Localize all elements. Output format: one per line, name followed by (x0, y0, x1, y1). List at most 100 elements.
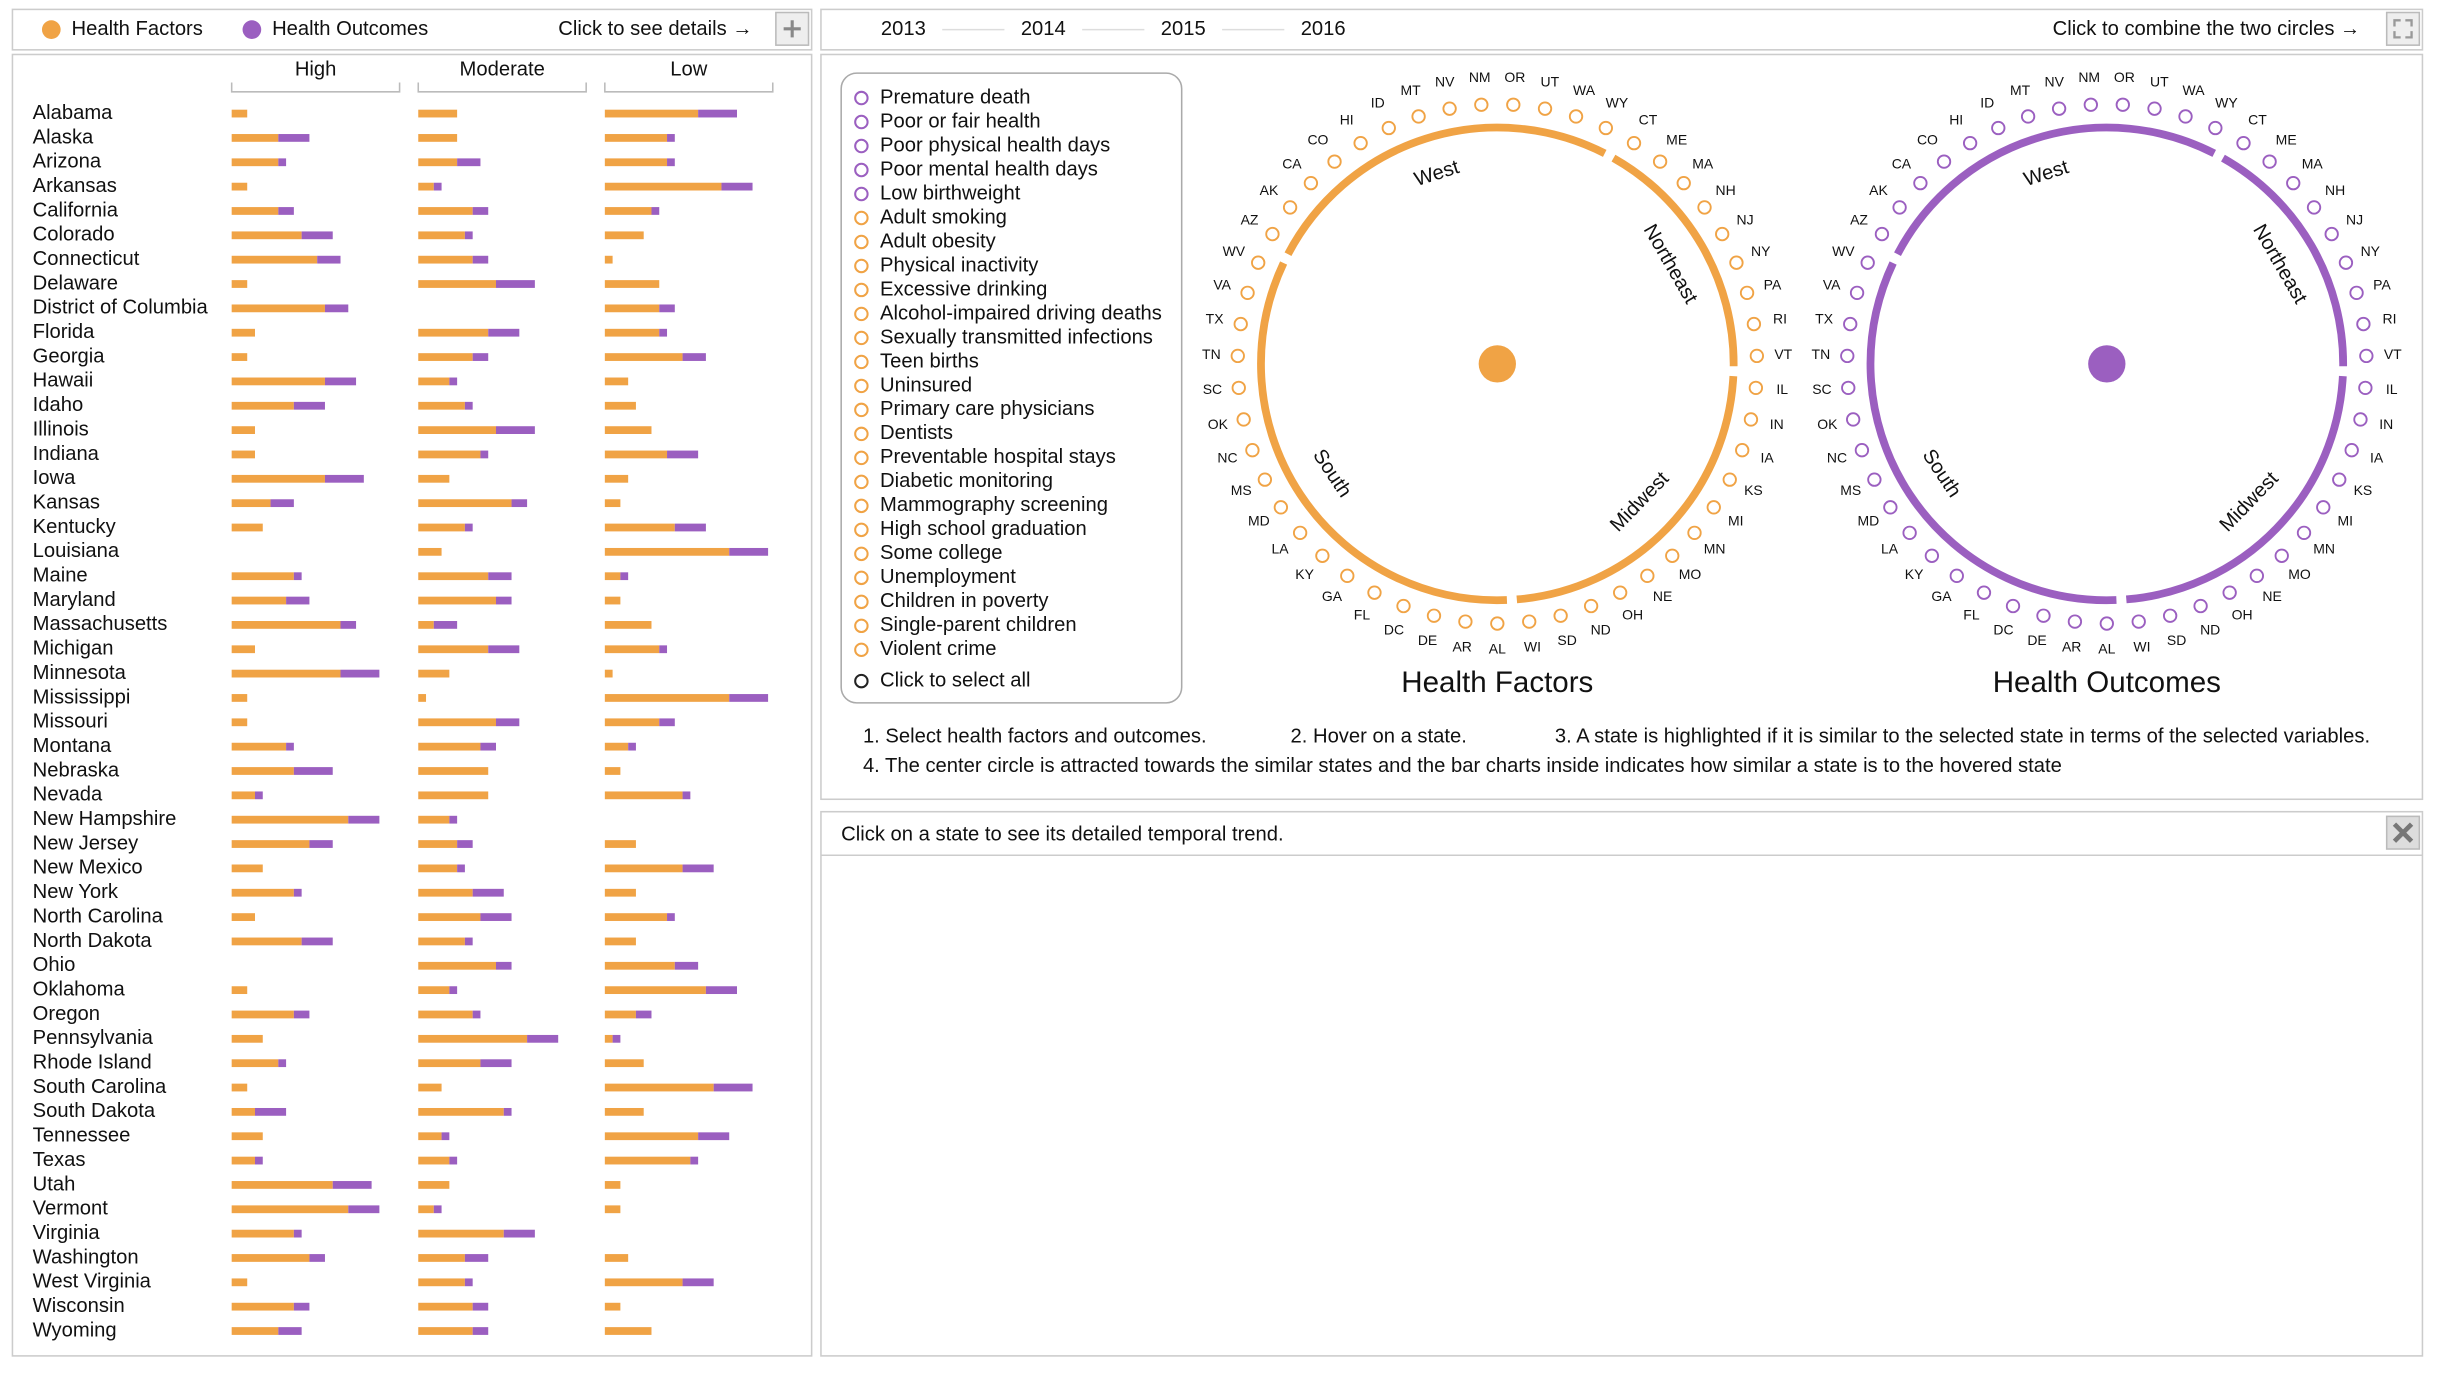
state-abbr[interactable]: HI (1949, 111, 1963, 127)
state-node[interactable] (1722, 472, 1737, 487)
state-abbr[interactable]: DC (1993, 621, 2013, 637)
state-node[interactable] (1240, 285, 1255, 300)
state-node[interactable] (1902, 525, 1917, 540)
state-name[interactable]: Mississippi (33, 686, 131, 708)
state-abbr[interactable]: NJ (1737, 212, 1754, 228)
state-abbr[interactable]: CA (1282, 155, 1302, 171)
state-node[interactable] (1282, 200, 1298, 215)
state-abbr[interactable]: TX (1206, 311, 1225, 327)
variable-toggle[interactable] (854, 234, 869, 250)
state-node[interactable] (1840, 348, 1855, 364)
state-abbr[interactable]: NV (2045, 73, 2065, 89)
state-abbr[interactable]: ND (1591, 621, 1611, 637)
state-abbr[interactable]: NJ (2346, 212, 2363, 228)
state-node[interactable] (1522, 614, 1537, 629)
variable-label[interactable]: Low birthweight (880, 182, 1021, 204)
state-abbr[interactable]: IA (1761, 450, 1775, 466)
state-name[interactable]: South Dakota (33, 1100, 156, 1122)
state-node[interactable] (1426, 608, 1442, 623)
state-node[interactable] (2356, 316, 2371, 332)
state-node[interactable] (1849, 285, 1865, 300)
year[interactable]: 2015 (1161, 18, 1206, 40)
state-node[interactable] (1568, 109, 1584, 124)
state-name[interactable]: Pennsylvania (33, 1027, 154, 1049)
state-name[interactable]: Alabama (33, 102, 114, 124)
state-node[interactable] (1303, 175, 1319, 191)
state-name[interactable]: Washington (33, 1246, 139, 1268)
state-abbr[interactable]: ID (1371, 95, 1385, 111)
state-abbr[interactable]: DE (2027, 632, 2046, 648)
variable-label[interactable]: Adult smoking (880, 206, 1007, 228)
variable-label[interactable]: Poor mental health days (880, 158, 1098, 180)
state-node[interactable] (2286, 175, 2301, 191)
state-name[interactable]: Louisiana (33, 540, 120, 562)
state-name[interactable]: New York (33, 881, 119, 903)
state-node[interactable] (1729, 255, 1744, 270)
state-node[interactable] (1367, 585, 1382, 600)
state-name[interactable]: Alaska (33, 126, 94, 148)
state-node[interactable] (2067, 614, 2083, 629)
state-abbr[interactable]: NV (1435, 73, 1455, 89)
variable-toggle[interactable] (854, 186, 869, 202)
variable-toggle[interactable] (854, 618, 869, 634)
variable-toggle[interactable] (854, 138, 869, 154)
state-node[interactable] (2306, 200, 2322, 215)
state-name[interactable]: Florida (33, 321, 96, 343)
combine-prompt[interactable]: Click to combine the two circles → (2053, 18, 2361, 40)
state-abbr[interactable]: MA (2302, 155, 2324, 171)
state-name[interactable]: Ohio (33, 954, 76, 976)
variable-label[interactable]: Adult obesity (880, 230, 997, 252)
state-node[interactable] (1735, 443, 1750, 458)
state-node[interactable] (1640, 568, 1655, 583)
state-node[interactable] (2359, 348, 2374, 364)
state-name[interactable]: Virginia (33, 1222, 101, 1244)
state-name[interactable]: Rhode Island (33, 1052, 152, 1074)
state-node[interactable] (1340, 568, 1355, 583)
state-abbr[interactable]: NE (1653, 588, 1672, 604)
state-abbr[interactable]: HI (1340, 111, 1354, 127)
state-abbr[interactable]: RI (2383, 311, 2397, 327)
variable-label[interactable]: High school graduation (880, 518, 1087, 540)
state-abbr[interactable]: CT (1639, 111, 1658, 127)
variable-label[interactable]: Alcohol-impaired driving deaths (880, 302, 1162, 324)
select-all[interactable]: Click to select all (880, 669, 1030, 691)
variable-toggle[interactable] (854, 258, 869, 274)
state-name[interactable]: Arkansas (33, 175, 117, 197)
state-abbr[interactable]: IA (2370, 450, 2384, 466)
state-abbr[interactable]: RI (1773, 311, 1787, 327)
state-node[interactable] (1936, 154, 1952, 169)
variable-toggle[interactable] (854, 282, 869, 298)
state-name[interactable]: Illinois (33, 418, 89, 440)
state-abbr[interactable]: WI (2133, 639, 2150, 655)
state-abbr[interactable]: CO (1307, 132, 1328, 148)
state-abbr[interactable]: OK (1817, 416, 1838, 432)
state-node[interactable] (2249, 568, 2264, 583)
variable-label[interactable]: Violent crime (880, 638, 996, 660)
state-name[interactable]: Delaware (33, 272, 118, 294)
state-node[interactable] (1327, 154, 1342, 169)
state-abbr[interactable]: OH (1622, 607, 1643, 623)
state-abbr[interactable]: IL (1776, 381, 1788, 397)
details-prompt[interactable]: Click to see details → (558, 18, 752, 40)
variable-label[interactable]: Some college (880, 542, 1002, 564)
state-name[interactable]: Wyoming (33, 1319, 117, 1341)
state-node[interactable] (1411, 109, 1426, 124)
state-node[interactable] (2358, 380, 2373, 396)
state-node[interactable] (1396, 598, 1411, 614)
variable-toggle[interactable] (854, 474, 869, 490)
state-node[interactable] (2083, 97, 2098, 112)
variable-toggle[interactable] (854, 330, 869, 346)
state-abbr[interactable]: IN (2379, 416, 2393, 432)
state-abbr[interactable]: MA (1692, 155, 1714, 171)
state-name[interactable]: Indiana (33, 443, 100, 465)
state-abbr[interactable]: MT (2010, 82, 2031, 98)
variable-label[interactable]: Primary care physicians (880, 398, 1094, 420)
state-abbr[interactable]: WA (1573, 82, 1596, 98)
state-name[interactable]: Colorado (33, 224, 115, 246)
state-node[interactable] (1598, 120, 1613, 136)
state-node[interactable] (1442, 101, 1457, 116)
state-abbr[interactable]: SC (1203, 381, 1222, 397)
state-node[interactable] (1687, 525, 1702, 540)
state-node[interactable] (1665, 548, 1680, 563)
state-abbr[interactable]: SC (1812, 381, 1831, 397)
